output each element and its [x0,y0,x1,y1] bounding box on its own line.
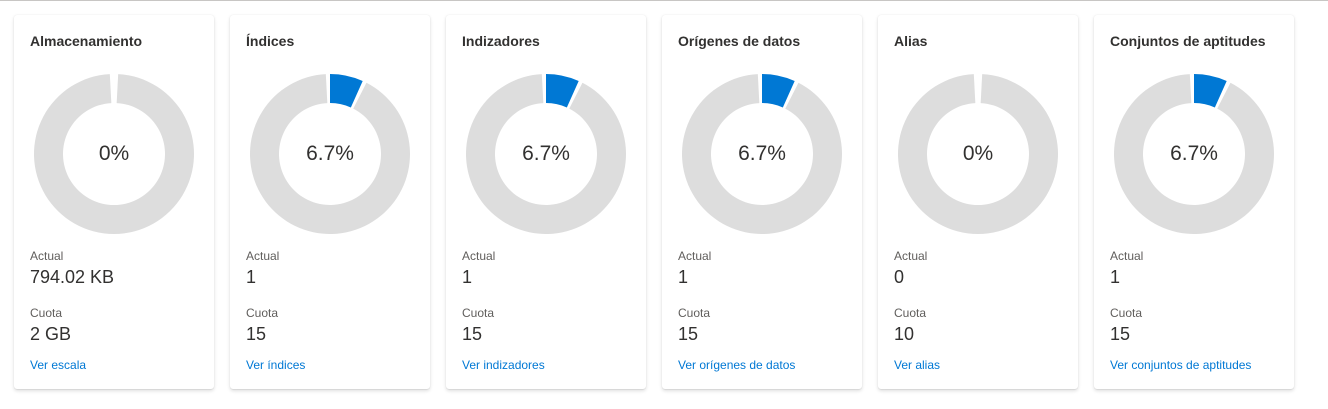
view-skillsets-link[interactable]: Ver conjuntos de aptitudes [1110,358,1252,372]
card-title: Conjuntos de aptitudes [1110,33,1266,49]
usage-donut: 6.7% [466,74,626,234]
quota-label: Cuota [894,306,927,320]
usage-card-storage: Almacenamiento 0% Actual 794.02 KB Cuota… [14,15,214,389]
quota-value: 10 [894,324,915,344]
view-scale-link[interactable]: Ver escala [30,358,87,372]
view-indexes-link[interactable]: Ver índices [246,358,306,372]
card-title: Alias [894,33,928,49]
actual-label: Actual [462,249,496,263]
usage-donut: 6.7% [682,74,842,234]
quota-value: 2 GB [30,324,72,344]
quota-label: Cuota [30,306,63,320]
donut-chart [34,74,194,234]
card-title: Indizadores [462,33,540,49]
quota-label: Cuota [1110,306,1143,320]
usage-card-aliases: Alias 0% Actual 0 Cuota 10 Ver alias [878,15,1078,389]
card-title: Almacenamiento [30,33,143,49]
usage-donut: 0% [898,74,1058,234]
actual-label: Actual [678,249,712,263]
actual-value: 1 [678,267,689,287]
actual-value: 1 [246,267,257,287]
quota-label: Cuota [246,306,279,320]
donut-used-segment [1194,74,1227,108]
donut-remaining-segment [898,74,1058,234]
usage-percent: 0% [962,142,994,165]
donut-remaining-segment [250,74,410,234]
donut-chart [250,74,410,234]
usage-percent: 6.7% [522,142,570,165]
actual-label: Actual [30,249,64,263]
usage-card-indexers: Indizadores 6.7% Actual 1 Cuota 15 Ver i… [446,15,646,389]
quota-value: 15 [678,324,699,344]
usage-cards: Almacenamiento 0% Actual 794.02 KB Cuota… [14,15,1294,389]
usage-donut: 0% [34,74,194,234]
donut-remaining-segment [1114,74,1274,234]
quota-label: Cuota [678,306,711,320]
card-title: Orígenes de datos [678,33,801,49]
donut-chart [1114,74,1274,234]
view-data-sources-link[interactable]: Ver orígenes de datos [678,358,796,372]
donut-remaining-segment [34,74,194,234]
quota-value: 15 [246,324,267,344]
donut-used-segment [762,74,795,108]
actual-label: Actual [894,249,928,263]
usage-card-skillsets: Conjuntos de aptitudes 6.7% Actual 1 Cuo… [1094,15,1294,389]
usage-percent: 6.7% [738,142,786,165]
actual-value: 1 [1110,267,1121,287]
usage-donut: 6.7% [250,74,410,234]
donut-chart [898,74,1058,234]
donut-chart [682,74,842,234]
usage-card-data-sources: Orígenes de datos 6.7% Actual 1 Cuota 15… [662,15,862,389]
donut-used-segment [546,74,579,108]
donut-remaining-segment [682,74,842,234]
donut-chart [466,74,626,234]
actual-label: Actual [1110,249,1144,263]
actual-value: 0 [894,267,905,287]
quota-value: 15 [462,324,483,344]
top-divider [0,0,1328,1]
view-indexers-link[interactable]: Ver indizadores [462,358,545,372]
usage-donut: 6.7% [1114,74,1274,234]
usage-percent: 6.7% [306,142,354,165]
view-aliases-link[interactable]: Ver alias [894,358,941,372]
usage-percent: 0% [98,142,130,165]
usage-percent: 6.7% [1170,142,1218,165]
quota-value: 15 [1110,324,1131,344]
quota-label: Cuota [462,306,495,320]
usage-card-indexes: Índices 6.7% Actual 1 Cuota 15 Ver índic… [230,15,430,389]
actual-value: 794.02 KB [30,267,115,287]
actual-label: Actual [246,249,280,263]
donut-used-segment [330,74,363,108]
card-title: Índices [246,33,295,49]
actual-value: 1 [462,267,473,287]
donut-remaining-segment [466,74,626,234]
